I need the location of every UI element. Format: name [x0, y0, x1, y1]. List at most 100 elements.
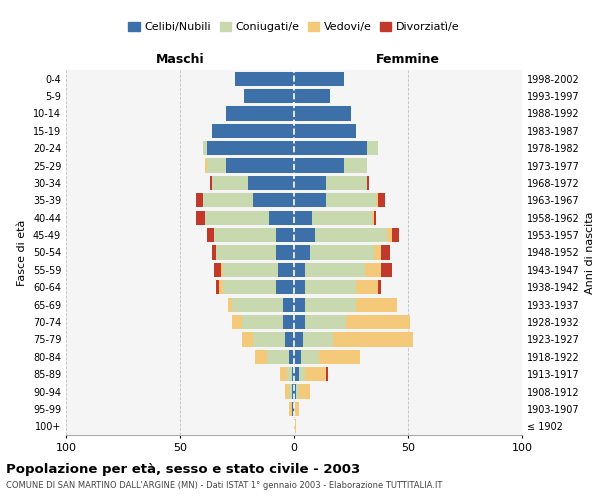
- Bar: [294, 350, 301, 364]
- Bar: [305, 315, 346, 329]
- Bar: [228, 298, 232, 312]
- Bar: [305, 263, 365, 277]
- Bar: [305, 367, 326, 382]
- Bar: [203, 141, 208, 156]
- Bar: [294, 246, 310, 260]
- Bar: [294, 315, 305, 329]
- Bar: [296, 384, 299, 398]
- Bar: [292, 367, 294, 382]
- Bar: [217, 246, 276, 260]
- Bar: [305, 298, 356, 312]
- Bar: [365, 263, 380, 277]
- Bar: [294, 402, 299, 416]
- Bar: [310, 246, 374, 260]
- Bar: [283, 298, 294, 312]
- Bar: [294, 332, 303, 346]
- Bar: [294, 263, 305, 277]
- Bar: [289, 384, 292, 398]
- Bar: [294, 72, 344, 86]
- Bar: [289, 350, 294, 364]
- Bar: [248, 176, 294, 190]
- Bar: [294, 89, 331, 103]
- Bar: [326, 367, 328, 382]
- Y-axis label: Fasce di età: Fasce di età: [17, 220, 27, 286]
- Bar: [196, 210, 205, 225]
- Bar: [223, 263, 278, 277]
- Bar: [319, 350, 360, 364]
- Bar: [276, 228, 294, 242]
- Bar: [280, 367, 287, 382]
- Bar: [287, 367, 292, 382]
- Bar: [371, 210, 374, 225]
- Bar: [326, 193, 376, 208]
- Bar: [212, 124, 294, 138]
- Bar: [217, 280, 219, 294]
- Bar: [253, 332, 285, 346]
- Bar: [205, 158, 208, 172]
- Bar: [299, 367, 305, 382]
- Bar: [303, 332, 333, 346]
- Bar: [326, 176, 367, 190]
- Bar: [208, 228, 214, 242]
- Bar: [344, 158, 367, 172]
- Legend: Celibi/Nubili, Coniugati/e, Vedovi/e, Divorziatì/e: Celibi/Nubili, Coniugati/e, Vedovi/e, Di…: [124, 17, 464, 36]
- Bar: [388, 228, 392, 242]
- Bar: [376, 193, 379, 208]
- Bar: [294, 384, 296, 398]
- Bar: [305, 280, 356, 294]
- Bar: [278, 263, 294, 277]
- Bar: [294, 419, 296, 434]
- Bar: [276, 246, 294, 260]
- Bar: [333, 332, 413, 346]
- Bar: [205, 210, 269, 225]
- Bar: [374, 210, 376, 225]
- Bar: [392, 228, 399, 242]
- Bar: [294, 298, 305, 312]
- Bar: [301, 350, 319, 364]
- Bar: [294, 210, 312, 225]
- Bar: [294, 176, 326, 190]
- Bar: [294, 124, 356, 138]
- Bar: [356, 280, 379, 294]
- Bar: [214, 263, 221, 277]
- Bar: [232, 315, 242, 329]
- Bar: [314, 228, 388, 242]
- Bar: [346, 315, 410, 329]
- Text: Femmine: Femmine: [376, 54, 440, 66]
- Bar: [212, 176, 248, 190]
- Bar: [209, 176, 212, 190]
- Bar: [208, 158, 226, 172]
- Bar: [294, 106, 351, 120]
- Bar: [266, 350, 289, 364]
- Text: Popolazione per età, sesso e stato civile - 2003: Popolazione per età, sesso e stato civil…: [6, 462, 360, 475]
- Bar: [289, 402, 292, 416]
- Bar: [226, 158, 294, 172]
- Bar: [196, 193, 203, 208]
- Bar: [232, 298, 283, 312]
- Bar: [380, 246, 390, 260]
- Bar: [294, 158, 344, 172]
- Bar: [379, 193, 385, 208]
- Bar: [299, 384, 310, 398]
- Text: Maschi: Maschi: [155, 54, 205, 66]
- Bar: [285, 384, 289, 398]
- Bar: [294, 193, 326, 208]
- Bar: [294, 280, 305, 294]
- Bar: [367, 141, 379, 156]
- Bar: [374, 246, 380, 260]
- Bar: [380, 263, 392, 277]
- Bar: [294, 228, 314, 242]
- Bar: [294, 367, 299, 382]
- Bar: [292, 384, 294, 398]
- Bar: [367, 176, 369, 190]
- Bar: [203, 193, 253, 208]
- Bar: [244, 89, 294, 103]
- Bar: [212, 246, 217, 260]
- Bar: [269, 210, 294, 225]
- Text: COMUNE DI SAN MARTINO DALL'ARGINE (MN) - Dati ISTAT 1° gennaio 2003 - Elaborazio: COMUNE DI SAN MARTINO DALL'ARGINE (MN) -…: [6, 481, 442, 490]
- Bar: [285, 332, 294, 346]
- Bar: [312, 210, 371, 225]
- Bar: [356, 298, 397, 312]
- Bar: [223, 280, 276, 294]
- Bar: [219, 280, 223, 294]
